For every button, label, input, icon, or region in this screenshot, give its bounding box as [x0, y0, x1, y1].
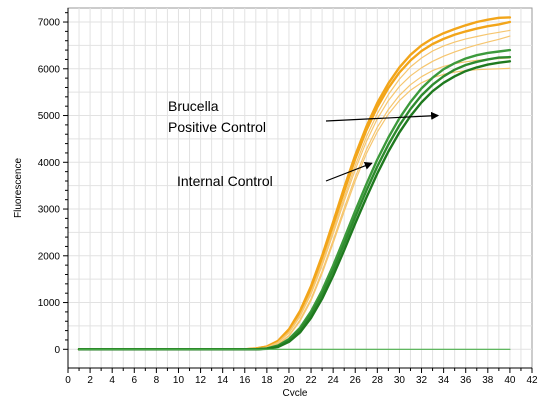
- series-group: [77, 16, 512, 351]
- x-tick-label: 38: [482, 375, 494, 386]
- x-tick-label: 10: [173, 375, 185, 386]
- y-tick-label: 4000: [38, 158, 61, 169]
- annotation-arrow: [325, 111, 440, 122]
- x-tick-label: 4: [109, 375, 115, 386]
- x-tick-label: 26: [350, 375, 362, 386]
- annotation-arrow: [325, 162, 373, 182]
- annotation-2: Internal Control: [177, 162, 373, 189]
- x-tick-label: 18: [261, 375, 273, 386]
- x-tick-label: 16: [239, 375, 251, 386]
- y-tick-label: 1000: [38, 298, 61, 309]
- annotation-label: Internal Control: [177, 173, 273, 189]
- x-tick-label: 8: [154, 375, 160, 386]
- y-tick-label: 6000: [38, 64, 61, 75]
- x-tick-label: 42: [526, 375, 538, 386]
- y-axis-label: Fluorescence: [13, 158, 24, 218]
- y-tick-label: 5000: [38, 111, 61, 122]
- x-tick-label: 24: [328, 375, 340, 386]
- grid: [67, 7, 533, 369]
- x-tick-label: 28: [372, 375, 384, 386]
- x-tick-label: 12: [195, 375, 207, 386]
- x-tick-label: 2: [87, 375, 93, 386]
- annotation-label: Positive Control: [168, 119, 266, 135]
- x-tick-label: 20: [283, 375, 295, 386]
- x-tick-label: 30: [394, 375, 406, 386]
- x-tick-label: 36: [460, 375, 472, 386]
- x-tick-label: 22: [305, 375, 317, 386]
- x-tick-label: 34: [438, 375, 450, 386]
- y-tick-label: 0: [54, 345, 60, 356]
- x-tick-label: 14: [217, 375, 229, 386]
- axes: 0 2 4 6 8 10 12 14 16 18 20 22 24 26 28 30 32 34 36 38 40 420…: [38, 8, 538, 386]
- x-tick-label: 40: [504, 375, 516, 386]
- annotation-label: Brucella: [168, 98, 219, 114]
- y-tick-label: 7000: [38, 18, 61, 29]
- y-tick-label: 2000: [38, 251, 61, 262]
- annotation-1: Brucella Positive Control: [168, 98, 440, 135]
- annotations: Brucella Positive Control Internal Control: [168, 98, 440, 189]
- x-tick-label: 6: [132, 375, 138, 386]
- y-tick-label: 3000: [38, 205, 61, 216]
- x-tick-label: 32: [416, 375, 428, 386]
- x-axis-label: Cycle: [282, 388, 307, 396]
- x-tick-label: 0: [65, 375, 71, 386]
